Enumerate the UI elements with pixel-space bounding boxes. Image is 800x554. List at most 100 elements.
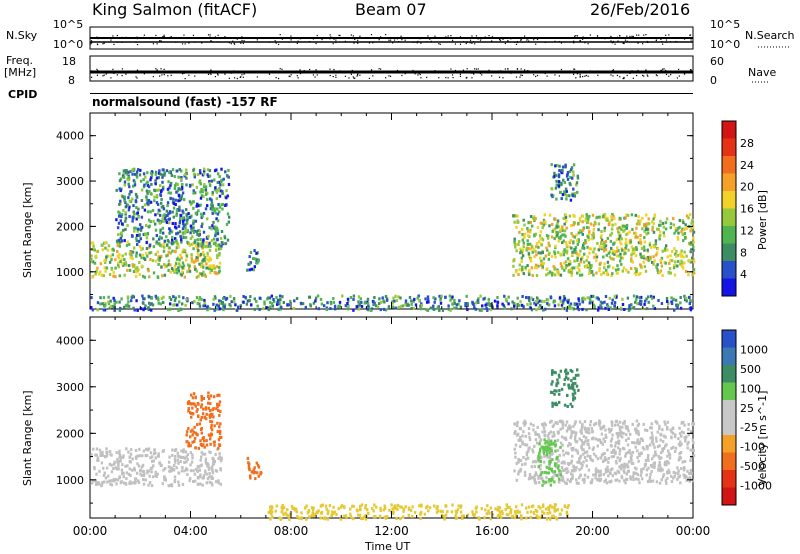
- power-cell: [647, 258, 650, 262]
- velocity-cell: [191, 440, 194, 444]
- power-cell: [276, 299, 280, 302]
- freq-dot: [576, 73, 579, 75]
- velocity-cell: [527, 447, 530, 451]
- power-cell: [138, 173, 142, 177]
- power-cell: [552, 265, 555, 269]
- power-cell: [554, 273, 557, 277]
- velocity-cell: [295, 510, 298, 514]
- power-cell: [185, 219, 189, 223]
- velocity-cell: [666, 476, 669, 480]
- power-cell: [123, 239, 126, 243]
- power-cell: [672, 223, 675, 227]
- freq-dot: [638, 71, 640, 73]
- power-cell: [216, 207, 219, 211]
- velocity-cell: [284, 511, 287, 515]
- power-cell: [200, 212, 203, 216]
- velocity-cell: [566, 405, 569, 408]
- velocity-cell: [642, 467, 645, 471]
- power-cell: [109, 305, 113, 309]
- power-cell: [404, 299, 408, 303]
- velocity-cell: [657, 455, 661, 459]
- velocity-cell: [578, 468, 581, 472]
- velocity-cell: [185, 460, 188, 464]
- velocity-cell: [609, 468, 612, 472]
- velocity-cell: [177, 471, 180, 475]
- power-cell: [603, 229, 606, 233]
- power-cell: [175, 209, 179, 213]
- freq-dot: [412, 69, 414, 72]
- power-cell: [652, 295, 655, 299]
- power-cell: [90, 296, 93, 300]
- freq-dot: [96, 74, 99, 76]
- power-cell: [165, 254, 168, 258]
- power-cell: [692, 268, 696, 271]
- velocity-cell: [250, 470, 253, 474]
- velocity-cell: [656, 445, 660, 449]
- power-cell: [118, 211, 121, 215]
- power-cell: [142, 301, 145, 305]
- velocity-cell: [621, 435, 624, 439]
- power-cell: [530, 296, 533, 300]
- power-cell: [120, 239, 124, 243]
- power-cell: [546, 248, 549, 252]
- velocity-cell: [140, 474, 144, 477]
- status-dot: [430, 40, 433, 42]
- power-cell: [570, 271, 574, 275]
- power-cell: [254, 257, 257, 261]
- velocity-cell: [536, 516, 540, 520]
- power-cell: [587, 226, 590, 230]
- power-cell: [558, 296, 562, 300]
- power-cell: [255, 299, 258, 303]
- velocity-cell: [580, 427, 583, 431]
- status-dots: [90, 34, 692, 80]
- power-cell: [582, 226, 585, 230]
- velocity-cell: [609, 439, 613, 443]
- freq-dot: [281, 68, 283, 70]
- power-cell: [219, 189, 222, 193]
- velocity-cell: [513, 516, 517, 520]
- power-cell: [521, 254, 525, 258]
- velocity-cell: [513, 431, 516, 435]
- power-cell: [563, 229, 567, 233]
- power-cell: [429, 306, 433, 310]
- power-cell: [637, 215, 640, 219]
- power-cell: [588, 232, 591, 236]
- velocity-cell: [542, 446, 546, 450]
- velocity-cell: [668, 471, 671, 475]
- velocity-cell: [556, 378, 559, 382]
- velocity-cell: [127, 472, 131, 476]
- power-cell: [188, 244, 191, 247]
- freq-dot: [401, 74, 403, 77]
- velocity-cell: [256, 471, 259, 475]
- power-cell: [126, 177, 129, 181]
- velocity-cell: [192, 469, 195, 473]
- power-cell: [639, 302, 643, 306]
- velocity-cell: [520, 503, 524, 507]
- status-dot: [339, 34, 341, 37]
- status-dot: [643, 34, 645, 36]
- velocity-cell: [134, 477, 137, 481]
- status-dot: [401, 39, 403, 41]
- power-cell: [550, 254, 554, 258]
- freq-dot: [175, 71, 177, 73]
- freq-dot: [102, 75, 104, 77]
- power-cell: [531, 274, 534, 277]
- power-cell: [589, 222, 593, 226]
- status-dot: [579, 40, 581, 43]
- power-cell: [160, 296, 164, 300]
- power-cell: [379, 308, 382, 312]
- power-cell: [213, 308, 216, 312]
- power-cell: [150, 308, 153, 312]
- velocity-cell: [580, 445, 583, 449]
- velocity-cell: [583, 480, 586, 484]
- power-cell: [224, 204, 227, 207]
- power-cell: [621, 297, 624, 301]
- status-dot: [447, 35, 449, 37]
- power-cell: [116, 226, 120, 230]
- velocity-cell: [209, 394, 213, 398]
- power-cell: [98, 270, 102, 274]
- status-dot: [459, 43, 462, 45]
- velocity-cell: [396, 503, 400, 507]
- power-cell: [519, 300, 522, 304]
- velocity-cell: [551, 434, 554, 438]
